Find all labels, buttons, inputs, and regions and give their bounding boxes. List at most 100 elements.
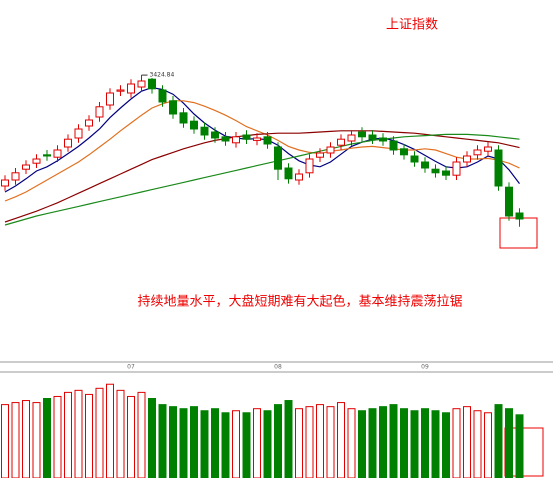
volume-bar <box>431 410 440 478</box>
candle-body <box>74 128 83 139</box>
volume-bar <box>32 402 41 478</box>
candle-body <box>274 146 282 170</box>
ma-line <box>4 86 520 193</box>
volume-bar <box>53 395 62 478</box>
candle-body <box>85 119 93 127</box>
candle-body <box>326 146 335 154</box>
candle-body <box>400 148 408 156</box>
candle-body <box>1 179 9 187</box>
volume-bar <box>211 408 219 478</box>
candle-body <box>442 170 450 176</box>
volume-bar <box>158 404 167 478</box>
volume-bar <box>179 408 188 478</box>
candle-body <box>253 137 261 141</box>
candle-body <box>32 158 41 164</box>
candle-body <box>221 136 230 142</box>
candle-body <box>284 167 293 180</box>
candle-body <box>389 140 398 151</box>
chart-title: 上证指数 <box>386 18 438 33</box>
x-tick-label: 09 <box>421 364 429 371</box>
candle-body <box>452 161 461 176</box>
candle-body <box>295 173 303 181</box>
candle-body <box>473 149 482 156</box>
volume-bar <box>515 414 524 478</box>
candle-body <box>211 131 219 139</box>
candle-body <box>148 78 156 90</box>
volume-bar <box>295 408 303 478</box>
volume-bar <box>232 410 240 478</box>
volume-bar <box>1 404 9 478</box>
peak-label: 3424.84 <box>150 72 175 79</box>
candle-body <box>95 106 104 118</box>
annotation: 持续地量水平，大盘短期难有大起色，基本维持震荡拉锯 <box>137 294 462 310</box>
volume-bar <box>253 408 261 478</box>
candle-body <box>421 161 429 169</box>
candle-body <box>242 134 251 140</box>
candle-body <box>368 134 377 140</box>
volume-bar <box>347 408 356 478</box>
volume-bar <box>337 402 345 478</box>
candle-body <box>484 146 492 152</box>
volume-bar <box>106 383 114 478</box>
volume-bar <box>316 404 324 478</box>
volume-bar <box>400 408 408 478</box>
candle-body <box>158 89 167 103</box>
candle-body <box>43 154 51 157</box>
candle-body <box>410 155 419 163</box>
candle-body <box>515 212 524 220</box>
volume-bar <box>368 408 377 478</box>
x-tick-label: 07 <box>127 364 135 371</box>
candle-body <box>11 172 20 181</box>
candle-body <box>64 138 72 148</box>
volume-bar <box>137 391 146 478</box>
ma-line <box>4 133 520 226</box>
volume-bar <box>505 408 513 478</box>
candle-body <box>431 168 440 174</box>
candle-body <box>116 89 125 92</box>
volume-bar <box>148 398 156 478</box>
volume-bar <box>11 402 20 478</box>
candle-body <box>200 126 209 136</box>
volume-bar <box>494 404 503 478</box>
candle-body <box>106 92 114 106</box>
volume-bar <box>127 395 135 478</box>
candle-body <box>316 152 324 158</box>
candle-body <box>505 186 513 217</box>
volume-bar <box>64 391 72 478</box>
volume-bar <box>421 408 429 478</box>
volume-bar <box>442 412 450 478</box>
candle-body <box>337 138 345 146</box>
volume-bar <box>242 412 251 478</box>
volume-bar <box>358 410 366 478</box>
candle-body <box>53 149 62 158</box>
candle-body <box>169 100 177 115</box>
candle-body <box>494 149 503 187</box>
volume-bar <box>169 406 177 478</box>
candle-body <box>463 155 471 163</box>
candle-body <box>263 136 272 145</box>
volume-bar <box>221 412 230 478</box>
volume-bar <box>473 410 482 478</box>
candle-body <box>305 158 314 174</box>
volume-bar <box>190 406 198 478</box>
candle-body <box>179 112 188 124</box>
volume-bar <box>452 408 461 478</box>
volume-bar <box>379 406 387 478</box>
candle-body <box>190 120 198 130</box>
volume-bar <box>43 398 51 478</box>
volume-bar <box>263 410 272 478</box>
x-tick-label: 08 <box>274 364 282 371</box>
candle-body <box>347 134 356 142</box>
volume-bar <box>200 410 209 478</box>
volume-bar <box>410 410 419 478</box>
candle-body <box>379 137 387 142</box>
volume-bar <box>274 404 282 478</box>
volume-bar <box>74 389 83 478</box>
candle-body <box>22 164 30 170</box>
candle-body <box>127 83 135 94</box>
volume-bar <box>116 389 125 478</box>
volume-bar <box>389 404 398 478</box>
volume-bar <box>284 400 293 478</box>
candle-body <box>232 136 240 144</box>
